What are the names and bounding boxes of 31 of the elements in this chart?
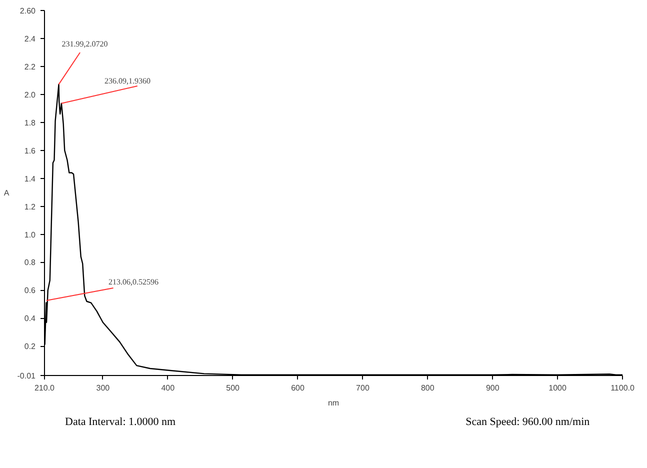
text: Data Interval: 1.0000 nm <box>65 415 176 430</box>
y-tick-label: 1.2 <box>24 202 36 212</box>
x-tick-label: 600 <box>291 384 306 392</box>
y-tick-label: 2.0 <box>24 90 36 100</box>
y-tick-label: 1.0 <box>24 230 36 240</box>
annotation: 213.06,0.52596 <box>108 278 158 287</box>
y-tick-label: 1.4 <box>24 174 36 184</box>
y-tick-label: 1.8 <box>24 118 36 128</box>
x-tick-label: 1000 <box>548 384 568 392</box>
x-tick-label: 500 <box>226 384 240 392</box>
y-tick-label: 1.6 <box>24 146 36 156</box>
annotation: 231.99,2.0720 <box>62 39 108 48</box>
y-tick-label: 2.60 <box>20 6 36 16</box>
x-tick-label: 800 <box>420 384 435 392</box>
y-tick-label: 2.4 <box>24 34 36 44</box>
x-tick-label: 400 <box>161 384 176 392</box>
y-tick-label: 0.6 <box>24 286 36 296</box>
text: Scan Speed: 960.00 nm/min <box>466 415 590 430</box>
x-tick-label: 900 <box>486 384 500 392</box>
x-axis-title: nm <box>328 398 340 408</box>
y-tick-label: 0.4 <box>24 314 36 324</box>
y-tick-label: 2.2 <box>24 62 36 72</box>
y-tick-label: 0.8 <box>24 258 36 268</box>
x-tick-label: 1100.0 <box>610 384 635 392</box>
y-axis-title: A <box>4 188 10 198</box>
annotation: 236.09,1.9360 <box>104 76 150 86</box>
x-tick-label: 700 <box>356 384 370 392</box>
x-tick-label: 210.0 <box>34 384 56 392</box>
y-tick-label: -0.01 <box>17 372 36 380</box>
y-tick-label: 0.2 <box>24 342 36 352</box>
x-tick-label: 300 <box>96 384 110 392</box>
